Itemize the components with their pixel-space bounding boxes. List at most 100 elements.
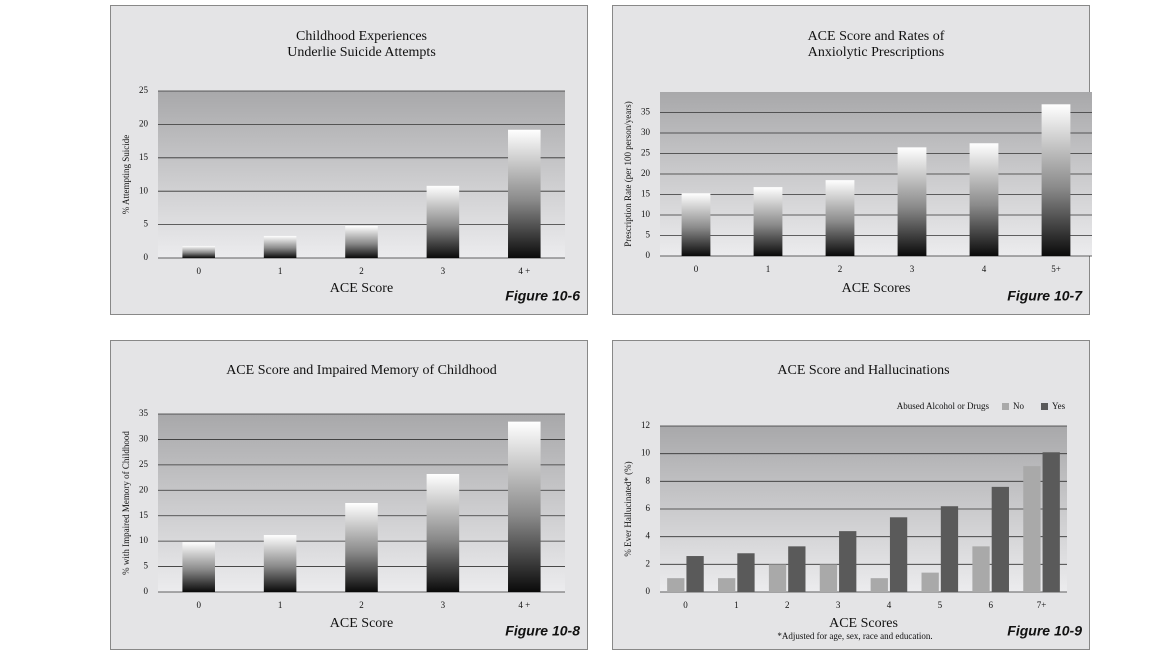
bar — [508, 129, 541, 258]
chart-title: Underlie Suicide Attempts — [287, 45, 436, 60]
y-tick-label: 6 — [646, 503, 651, 513]
y-tick-label: 35 — [641, 107, 651, 117]
x-tick-label: 2 — [359, 266, 364, 276]
y-tick-label: 5 — [144, 219, 149, 229]
y-tick-label: 20 — [139, 118, 149, 128]
legend-label: No — [1013, 401, 1024, 411]
chart-title: Childhood Experiences — [296, 29, 427, 44]
bar — [969, 143, 999, 256]
y-tick-label: 20 — [641, 168, 651, 178]
bar — [426, 185, 460, 258]
bar — [426, 474, 460, 592]
x-tick-label: 3 — [910, 264, 915, 274]
x-tick-label: 2 — [838, 264, 843, 274]
chart-panel: ACE Score and Impaired Memory of Childho… — [110, 340, 588, 650]
bar — [681, 193, 711, 256]
x-tick-label: 1 — [734, 600, 739, 610]
bar — [825, 180, 855, 256]
legend-swatch — [1041, 403, 1048, 410]
y-tick-label: 30 — [641, 127, 651, 137]
y-tick-label: 0 — [646, 586, 651, 596]
figure-label: Figure 10-7 — [1007, 288, 1083, 304]
bar — [940, 506, 959, 592]
x-axis-label: ACE Score — [330, 616, 393, 631]
figure-label: Figure 10-8 — [505, 623, 580, 639]
bar — [921, 572, 939, 592]
bar — [839, 531, 857, 592]
x-tick-label: 1 — [766, 264, 771, 274]
legend-swatch — [1002, 403, 1009, 410]
bar — [718, 578, 736, 592]
bar — [182, 542, 215, 592]
bar — [972, 546, 990, 592]
bar — [508, 421, 541, 592]
x-tick-label: 4 — [982, 264, 987, 274]
x-tick-label: 3 — [836, 600, 841, 610]
x-tick-label: 3 — [441, 600, 446, 610]
chart-title: ACE Score and Hallucinations — [777, 363, 949, 378]
bar — [1041, 104, 1071, 256]
bar — [345, 225, 378, 258]
x-tick-label: 2 — [359, 600, 364, 610]
y-tick-label: 10 — [641, 209, 651, 219]
bar — [870, 578, 888, 592]
bar — [819, 564, 838, 592]
x-axis-label: ACE Scores — [842, 281, 911, 296]
x-tick-label: 2 — [785, 600, 790, 610]
x-tick-label: 4 + — [518, 600, 530, 610]
x-axis-label: ACE Scores — [829, 616, 898, 631]
bar — [753, 187, 783, 256]
y-tick-label: 25 — [139, 459, 149, 469]
legend-title: Abused Alcohol or Drugs — [897, 401, 990, 411]
figure-label: Figure 10-6 — [505, 288, 580, 304]
bar — [788, 546, 806, 592]
legend-label: Yes — [1052, 401, 1066, 411]
footnote: *Adjusted for age, sex, race and educati… — [777, 631, 932, 641]
bar — [1042, 452, 1060, 592]
bar — [345, 503, 378, 592]
chart-title: ACE Score and Impaired Memory of Childho… — [226, 363, 497, 378]
x-tick-label: 3 — [441, 266, 446, 276]
x-tick-label: 6 — [988, 600, 993, 610]
y-tick-label: 2 — [646, 558, 651, 568]
x-tick-label: 0 — [196, 266, 201, 276]
chart-title: ACE Score and Rates of — [808, 29, 945, 44]
y-tick-label: 30 — [139, 433, 149, 443]
x-tick-label: 0 — [694, 264, 699, 274]
y-tick-label: 15 — [139, 510, 149, 520]
bar — [991, 486, 1009, 592]
y-tick-label: 5 — [144, 561, 149, 571]
x-axis-label: ACE Score — [330, 281, 393, 296]
bar — [737, 553, 755, 592]
y-tick-label: 0 — [144, 586, 149, 596]
y-tick-label: 4 — [646, 531, 651, 541]
y-tick-label: 20 — [139, 484, 149, 494]
y-axis-label: Prescription Rate (per 100 person/years) — [623, 101, 633, 246]
x-tick-label: 0 — [196, 600, 201, 610]
bar — [1023, 466, 1041, 592]
x-tick-label: 1 — [278, 600, 283, 610]
y-tick-label: 0 — [144, 252, 149, 262]
x-tick-label: 5+ — [1051, 264, 1061, 274]
y-tick-label: 25 — [641, 148, 651, 158]
y-tick-label: 25 — [139, 85, 149, 95]
y-axis-label: % Ever Hallucinated* (%) — [623, 461, 633, 556]
y-tick-label: 5 — [646, 230, 651, 240]
x-tick-label: 0 — [683, 600, 688, 610]
chart-title: Anxiolytic Prescriptions — [808, 45, 945, 60]
y-tick-label: 0 — [646, 250, 651, 260]
x-tick-label: 5 — [938, 600, 943, 610]
y-tick-label: 12 — [641, 420, 650, 430]
y-tick-label: 15 — [139, 152, 149, 162]
x-tick-label: 4 — [887, 600, 892, 610]
y-axis-label: % Attempting Suicide — [121, 135, 131, 215]
y-tick-label: 15 — [641, 189, 651, 199]
bar — [263, 235, 297, 258]
bar — [897, 147, 927, 256]
figure-label: Figure 10-9 — [1007, 623, 1082, 639]
y-tick-label: 10 — [641, 448, 651, 458]
y-tick-label: 35 — [139, 408, 149, 418]
y-tick-label: 8 — [646, 475, 651, 485]
